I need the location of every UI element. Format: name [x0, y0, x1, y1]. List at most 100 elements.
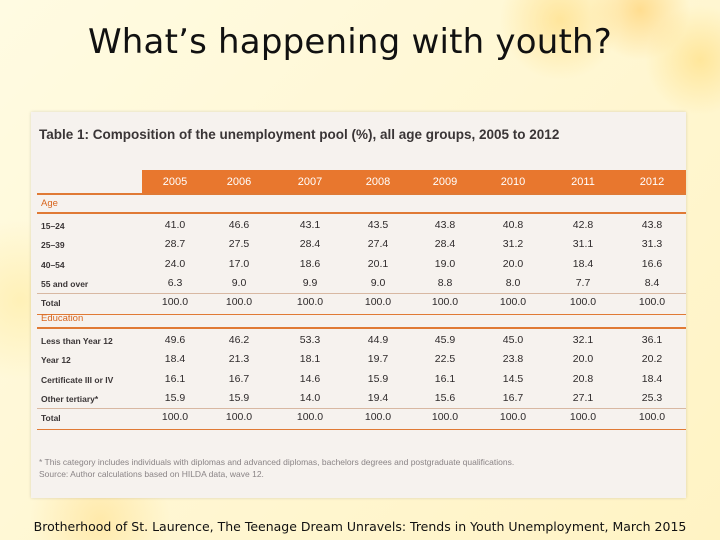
table-source-note: Source: Author calculations based on HIL… — [39, 469, 264, 479]
section-label-education: Education — [41, 313, 84, 324]
row-label: 55 and over — [41, 278, 89, 289]
table-cell: 28.4 — [299, 238, 321, 251]
table-image: Table 1: Composition of the unemployment… — [31, 112, 686, 498]
row-label: Less than Year 12 — [41, 336, 113, 346]
table-cell: 41.0 — [164, 219, 186, 231]
section-bottom-rule — [37, 428, 686, 430]
table-title: Table 1: Composition of the unemployment… — [39, 127, 560, 142]
table-cell: 43.8 — [434, 219, 456, 231]
table-cell: 43.8 — [641, 219, 663, 231]
table-cell: 100.0 — [225, 411, 253, 424]
table-cell: 23.8 — [502, 353, 524, 366]
year-header-band — [142, 170, 686, 193]
year-header-2012: 2012 — [639, 176, 665, 188]
table-cell: 15.9 — [367, 372, 389, 385]
table-cell: 44.9 — [367, 334, 389, 346]
total-rule — [37, 408, 686, 410]
table-cell: 20.1 — [367, 257, 389, 270]
table-cell: 49.6 — [164, 334, 186, 346]
table-cell: 9.0 — [370, 276, 386, 289]
table-cell: 20.2 — [641, 353, 663, 366]
table-cell: 100.0 — [364, 411, 392, 424]
table-cell: 18.1 — [299, 353, 321, 366]
table-cell: 27.1 — [572, 391, 594, 404]
table-cell: 18.4 — [641, 372, 663, 385]
table-cell: 100.0 — [638, 296, 666, 309]
header-rule — [37, 193, 686, 195]
section-rule — [37, 327, 686, 329]
table-cell: 19.0 — [434, 257, 456, 270]
year-header-2005: 2005 — [162, 176, 188, 188]
slide-source: Brotherhood of St. Laurence, The Teenage… — [33, 519, 687, 534]
table-cell: 14.6 — [299, 372, 321, 385]
table-cell: 32.1 — [572, 334, 594, 346]
table-cell: 28.4 — [434, 238, 456, 251]
table-cell: 20.0 — [572, 353, 594, 366]
table-cell: 100.0 — [296, 296, 324, 309]
row-label: 15–24 — [41, 221, 65, 231]
table-cell: 46.2 — [228, 334, 250, 346]
table-cell: 20.8 — [572, 372, 594, 385]
table-cell: 6.3 — [167, 276, 183, 289]
row-label: Year 12 — [41, 355, 71, 366]
row-label: 40–54 — [41, 259, 65, 270]
table-cell: 100.0 — [569, 411, 597, 424]
table-cell: 8.0 — [505, 276, 521, 289]
table-cell: 9.0 — [231, 276, 247, 289]
table-cell: 100.0 — [499, 411, 527, 424]
section-bottom-rule — [37, 313, 686, 315]
table-cell: 53.3 — [299, 334, 321, 346]
table-cell: 19.7 — [367, 353, 389, 366]
table-cell: 24.0 — [164, 257, 186, 270]
table-cell: 8.8 — [437, 276, 453, 289]
row-label: Other tertiary* — [41, 393, 99, 404]
table-cell: 22.5 — [434, 353, 456, 366]
year-header-2010: 2010 — [500, 176, 526, 188]
table-cell: 45.0 — [502, 334, 524, 346]
table-cell: 19.4 — [367, 391, 389, 404]
table-cell: 15.6 — [434, 391, 456, 404]
table-cell: 9.9 — [302, 276, 318, 289]
table-cell: 100.0 — [499, 296, 527, 309]
table-cell: 40.8 — [502, 219, 524, 231]
table-cell: 18.4 — [164, 353, 186, 366]
table-cell: 16.1 — [164, 372, 186, 385]
table-cell: 21.3 — [228, 353, 250, 366]
table-cell: 42.8 — [572, 219, 594, 231]
row-label: 25–39 — [41, 240, 65, 251]
table-cell: 27.4 — [367, 238, 389, 251]
table-cell: 31.1 — [572, 238, 594, 251]
table-cell: 100.0 — [638, 411, 666, 424]
slide-title: What’s happening with youth? — [87, 22, 612, 62]
table-cell: 100.0 — [161, 296, 189, 309]
table-cell: 15.9 — [164, 391, 186, 404]
table-cell: 17.0 — [228, 257, 250, 270]
table-cell: 100.0 — [225, 296, 253, 309]
table-cell: 16.7 — [228, 372, 250, 385]
row-label: Total — [41, 413, 61, 424]
table-cell: 25.3 — [641, 391, 663, 404]
table-cell: 46.6 — [228, 219, 250, 231]
table-footnote: * This category includes individuals wit… — [39, 457, 515, 467]
year-header-2011: 2011 — [571, 176, 595, 188]
table-cell: 16.6 — [641, 257, 663, 270]
table-cell: 7.7 — [575, 276, 591, 289]
year-header-2009: 2009 — [432, 176, 458, 188]
table-cell: 31.3 — [641, 238, 663, 251]
table-cell: 8.4 — [644, 276, 660, 289]
table-cell: 15.9 — [228, 391, 250, 404]
table-cell: 43.5 — [367, 219, 389, 231]
table-cell: 36.1 — [641, 334, 663, 346]
table-cell: 16.7 — [502, 391, 524, 404]
table-cell: 18.4 — [572, 257, 594, 270]
year-header-2008: 2008 — [365, 176, 391, 188]
row-label: Total — [41, 298, 61, 309]
table-cell: 31.2 — [502, 238, 524, 251]
table-cell: 28.7 — [164, 238, 186, 251]
year-header-2006: 2006 — [226, 176, 252, 188]
table-cell: 18.6 — [299, 257, 321, 270]
table-cell: 45.9 — [434, 334, 456, 346]
row-label: Certificate III or IV — [41, 374, 114, 385]
table-cell: 16.1 — [434, 372, 456, 385]
table-cell: 20.0 — [502, 257, 524, 270]
